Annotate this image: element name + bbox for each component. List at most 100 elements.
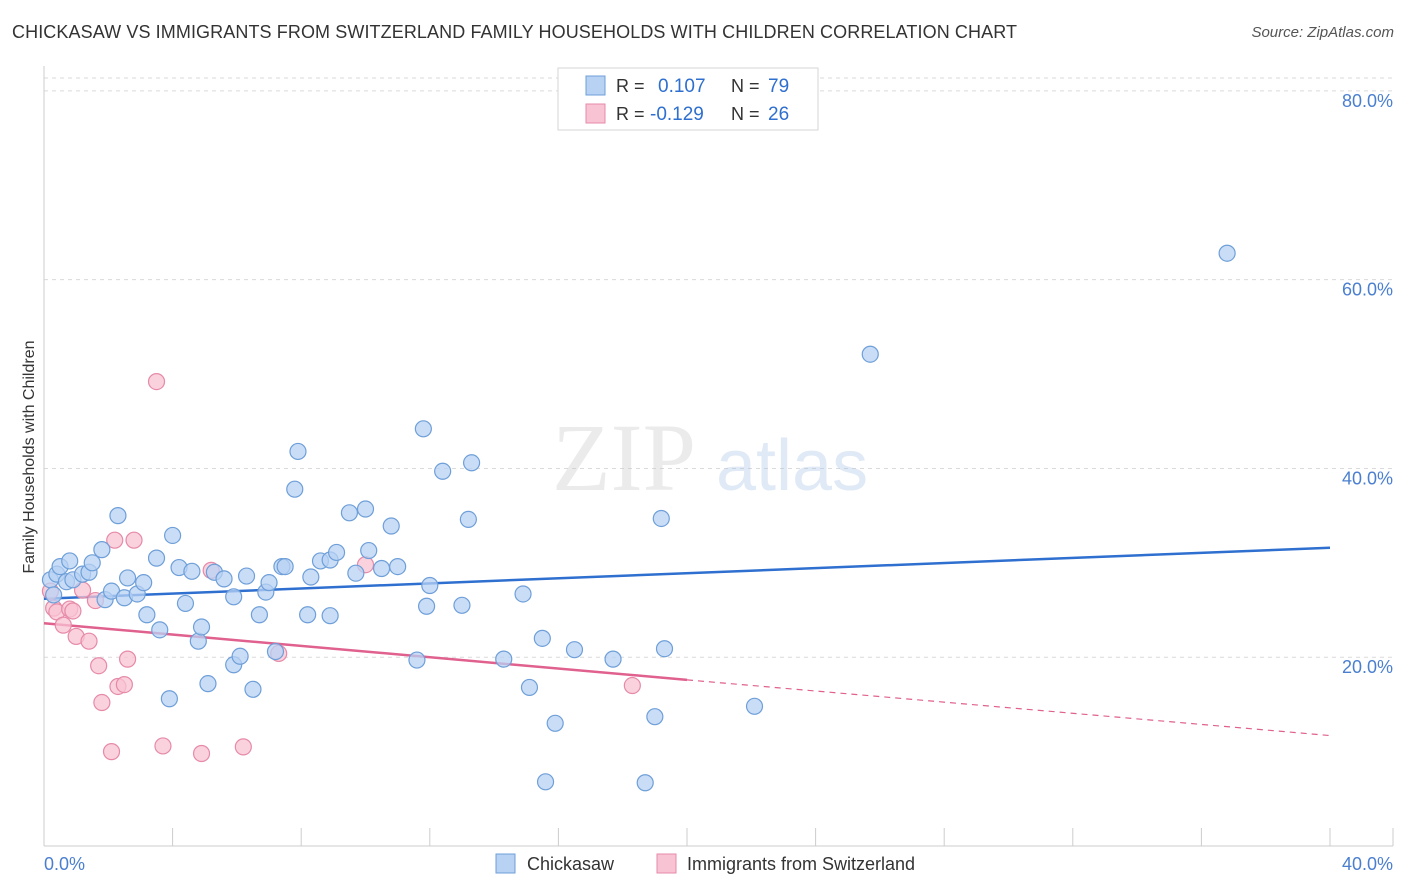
- chickasaw-point: [215, 570, 233, 588]
- chickasaw-point: [151, 621, 169, 639]
- points-layer: [41, 244, 1236, 792]
- chickasaw-point: [266, 642, 285, 661]
- chickasaw-point: [61, 552, 79, 570]
- chickasaw-point: [83, 554, 101, 572]
- chickasaw-point: [372, 559, 391, 578]
- chickasaw-point: [138, 606, 156, 624]
- legend-n-value: 79: [768, 76, 789, 97]
- y-tick-label: 80.0%: [1342, 91, 1393, 111]
- trend-layer: [43, 546, 1331, 737]
- legend-swatch-switzerland: [585, 103, 606, 124]
- chickasaw-point: [356, 500, 375, 518]
- switzerland-point: [54, 616, 72, 634]
- switzerland-point: [80, 632, 98, 650]
- legend-r-label: R =: [616, 76, 645, 96]
- bottom-legend-label-switzerland: Immigrants from Switzerland: [687, 854, 915, 874]
- chickasaw-point: [250, 606, 269, 624]
- source-label: Source: ZipAtlas.com: [1251, 24, 1394, 41]
- legend-r-value: -0.129: [650, 104, 704, 125]
- chickasaw-point: [533, 629, 551, 647]
- bottom-legend-swatch-switzerland: [656, 853, 677, 874]
- chickasaw-point: [192, 618, 211, 636]
- chickasaw-point: [289, 442, 307, 461]
- chickasaw-point: [327, 543, 346, 562]
- bottom-legend-swatch-chickasaw: [495, 853, 516, 874]
- chickasaw-point: [244, 680, 262, 698]
- watermark: ZIP atlas: [552, 404, 868, 511]
- axes-layer: [43, 66, 1394, 847]
- switzerland-point: [64, 602, 82, 620]
- chickasaw-point: [176, 594, 195, 613]
- chickasaw-point: [536, 773, 555, 791]
- switzerland-point: [118, 650, 137, 668]
- switzerland-trend-extension: [686, 679, 1331, 737]
- legend-r-label: R =: [616, 104, 645, 124]
- y-tick-label: 20.0%: [1342, 657, 1393, 677]
- chickasaw-point: [164, 526, 182, 545]
- chickasaw-point: [421, 576, 439, 595]
- chickasaw-point: [655, 640, 674, 658]
- x-tick-label-max: 40.0%: [1342, 854, 1393, 874]
- chickasaw-point: [604, 650, 622, 668]
- chickasaw-point: [237, 567, 256, 585]
- chickasaw-point: [109, 507, 127, 525]
- chickasaw-point: [417, 597, 436, 615]
- chickasaw-point: [861, 345, 879, 363]
- chickasaw-point: [347, 564, 365, 582]
- chickasaw-point: [408, 651, 426, 669]
- switzerland-point: [90, 657, 108, 675]
- switzerland-point: [106, 531, 124, 549]
- chickasaw-point: [93, 541, 111, 559]
- chickasaw-point: [183, 562, 201, 580]
- chickasaw-point: [495, 650, 513, 668]
- chickasaw-point: [652, 509, 670, 528]
- watermark-atlas: atlas: [716, 426, 868, 506]
- chickasaw-point: [360, 541, 378, 560]
- switzerland-trend-line: [43, 621, 688, 682]
- bottom-legend-label-chickasaw: Chickasaw: [527, 854, 615, 874]
- chickasaw-point: [299, 606, 317, 624]
- chickasaw-point: [546, 714, 564, 732]
- chickasaw-point: [189, 632, 207, 650]
- x-tick-label-min: 0.0%: [44, 854, 85, 874]
- chickasaw-point: [225, 588, 243, 606]
- chickasaw-point: [514, 585, 532, 603]
- chickasaw-point: [1218, 244, 1236, 262]
- chickasaw-point: [160, 690, 178, 708]
- chickasaw-point: [260, 574, 278, 592]
- chickasaw-point: [321, 607, 339, 625]
- chickasaw-point: [276, 558, 294, 576]
- switzerland-point: [115, 675, 133, 694]
- y-tick-label: 60.0%: [1342, 280, 1393, 300]
- chickasaw-point: [382, 517, 400, 535]
- switzerland-point: [623, 676, 641, 695]
- switzerland-point: [125, 531, 143, 549]
- chickasaw-point: [118, 569, 137, 587]
- chickasaw-point: [231, 647, 249, 665]
- chickasaw-point: [286, 480, 304, 498]
- chickasaw-point: [45, 586, 63, 604]
- chickasaw-point: [434, 462, 452, 480]
- chickasaw-point: [199, 675, 217, 693]
- chickasaw-point: [340, 504, 359, 522]
- legend-r-value: 0.107: [658, 76, 706, 97]
- chickasaw-point: [135, 574, 153, 592]
- switzerland-point: [93, 693, 111, 712]
- chickasaw-point: [302, 568, 320, 586]
- y-axis-label: Family Households with Children: [21, 341, 38, 574]
- chart-title: CHICKASAW VS IMMIGRANTS FROM SWITZERLAND…: [12, 22, 1018, 42]
- chickasaw-point: [147, 549, 166, 567]
- chickasaw-point: [414, 420, 432, 438]
- watermark-zip: ZIP: [552, 404, 696, 511]
- legend-swatch-chickasaw: [585, 75, 606, 96]
- chickasaw-point: [459, 510, 477, 529]
- chickasaw-point: [389, 558, 407, 576]
- switzerland-point: [192, 744, 211, 763]
- legend: R = 0.107 N = 79 R = -0.129 N = 26: [557, 67, 819, 131]
- bottom-legend: Chickasaw Immigrants from Switzerland: [495, 853, 915, 874]
- switzerland-point: [234, 738, 252, 756]
- switzerland-point: [147, 373, 166, 391]
- legend-n-label: N =: [731, 104, 760, 124]
- chickasaw-point: [646, 708, 664, 726]
